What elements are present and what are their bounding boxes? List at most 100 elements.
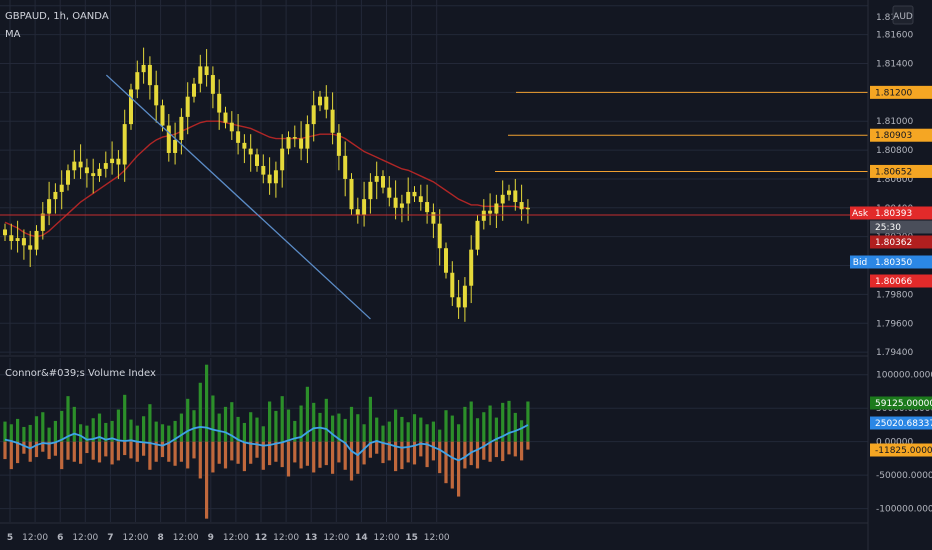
price-grid xyxy=(0,0,868,355)
time-axis[interactable]: 5 12:00 6 12:00 7 12:00 8 12:00 9 12:00 12 12:00 13 1… xyxy=(7,533,450,543)
volume-down-bar xyxy=(205,441,209,519)
volume-tick-label: 100000.00000 xyxy=(876,371,932,381)
volume-up-bar xyxy=(457,424,461,442)
volume-up-bar xyxy=(230,402,234,442)
candle-body xyxy=(450,272,455,298)
volume-down-bar xyxy=(79,441,83,464)
volume-down-bar xyxy=(116,441,120,461)
candle-body xyxy=(160,105,165,126)
price-tag: Bid 1.80350 xyxy=(850,255,932,269)
trendline xyxy=(105,74,371,320)
volume-down-bar xyxy=(9,441,13,470)
volume-up-bar xyxy=(425,424,429,442)
volume-down-bar xyxy=(286,441,291,477)
volume-down-bar xyxy=(412,441,417,465)
horizontal-levels[interactable] xyxy=(0,91,868,216)
volume-down-bar xyxy=(381,441,385,464)
volume-down-bar xyxy=(223,441,228,469)
price-pane[interactable] xyxy=(0,0,868,355)
candle-body xyxy=(273,170,278,184)
time-tick-label: 12 xyxy=(255,533,268,543)
candle-body xyxy=(217,93,222,113)
time-tick-label: 12:00 xyxy=(273,533,299,543)
candle-body xyxy=(318,96,322,106)
candle-body xyxy=(204,66,209,76)
volume-up-bar xyxy=(97,413,102,442)
candle-body xyxy=(40,213,45,231)
price-tag-label: 1.80652 xyxy=(875,167,912,177)
price-tag-bg xyxy=(870,396,932,410)
volume-up-bar xyxy=(375,417,379,442)
price-tag-bg xyxy=(870,235,932,249)
volume-down-bar xyxy=(463,441,467,469)
volume-up-bar xyxy=(494,417,498,442)
volume-down-bar xyxy=(198,441,202,479)
candle-body xyxy=(336,132,341,156)
volume-index-title[interactable]: Connor&#039;s Volume Index xyxy=(5,368,156,379)
price-tag-label: 25020.68337 xyxy=(875,419,932,429)
volume-down-bar xyxy=(337,441,341,463)
candle-body xyxy=(343,155,348,179)
volume-up-bar xyxy=(160,424,165,442)
volume-down-bar xyxy=(482,441,486,460)
time-tick-label: 9 xyxy=(208,533,214,543)
candle-body xyxy=(116,158,121,165)
volume-down-bar xyxy=(488,441,492,462)
candle-body xyxy=(488,210,493,214)
volume-down-bar xyxy=(47,441,51,460)
time-tick-label: 12:00 xyxy=(374,533,400,543)
candle-body xyxy=(324,96,329,110)
candle-body xyxy=(185,96,190,117)
candle-body xyxy=(135,72,140,90)
candle-body xyxy=(141,64,146,73)
price-tag: 25020.68337 xyxy=(870,416,932,430)
volume-down-bar xyxy=(167,441,171,462)
volume-down-bar xyxy=(526,441,530,450)
price-tag: 1.80066 xyxy=(870,274,932,288)
candle-body xyxy=(406,191,411,204)
trendline-layer[interactable] xyxy=(105,74,371,320)
volume-up-bar xyxy=(66,396,70,442)
candle-body xyxy=(21,238,26,246)
time-tick-label: 12:00 xyxy=(123,533,149,543)
symbol-title[interactable]: GBPAUD, 1h, OANDA xyxy=(5,11,109,22)
volume-down-bar xyxy=(66,441,70,460)
price-tag: -11825.00000 xyxy=(870,443,932,457)
volume-tick-label: 0.00000 xyxy=(876,438,913,448)
ma-line xyxy=(4,120,528,238)
time-tick-label: 7 xyxy=(107,533,113,543)
volume-down-bar xyxy=(494,441,498,458)
candle-body xyxy=(425,202,430,213)
candle-body xyxy=(255,154,259,166)
volume-up-bar xyxy=(167,425,171,442)
candle-layer xyxy=(3,47,530,322)
candle-body xyxy=(166,125,171,153)
candle-body xyxy=(330,109,335,133)
candle-body xyxy=(374,176,379,182)
volume-index-pane[interactable] xyxy=(0,358,868,522)
candle-body xyxy=(299,138,304,149)
candle-body xyxy=(122,124,127,165)
volume-down-bar xyxy=(501,441,505,462)
volume-down-bar xyxy=(72,441,76,462)
candle-body xyxy=(456,297,461,308)
volume-up-bar xyxy=(349,406,354,442)
volume-down-bar xyxy=(217,441,221,464)
volume-down-bar xyxy=(507,441,511,455)
time-tick-label: 8 xyxy=(157,533,163,543)
volume-up-bar xyxy=(249,412,253,442)
candle-body xyxy=(28,245,33,250)
volume-up-bar xyxy=(381,425,385,442)
volume-up-bar xyxy=(110,420,114,442)
currency-button[interactable] xyxy=(892,5,914,25)
volume-up-bar xyxy=(368,396,372,442)
candle-body xyxy=(292,137,297,139)
volume-down-bar xyxy=(160,441,165,458)
volume-up-bar xyxy=(255,417,259,442)
ma-legend[interactable]: MA xyxy=(5,29,21,40)
candle-body xyxy=(311,105,316,125)
volume-up-bar xyxy=(412,414,417,442)
time-tick-label: 15 xyxy=(405,533,418,543)
candle-body xyxy=(280,148,285,171)
volume-up-bar xyxy=(394,409,398,442)
